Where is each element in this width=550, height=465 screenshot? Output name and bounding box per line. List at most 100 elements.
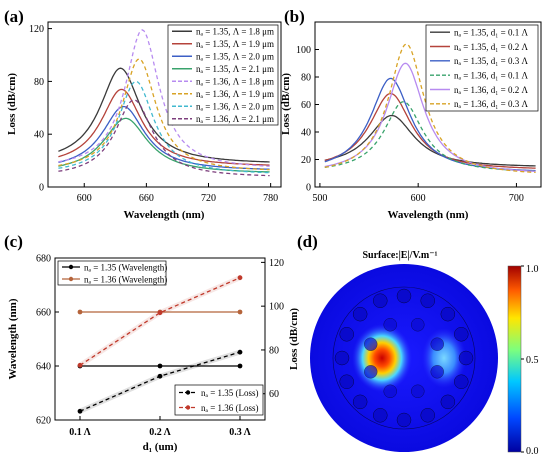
air-hole-outer <box>420 293 435 308</box>
air-hole-inner <box>364 337 378 351</box>
panel-label-b: (b) <box>284 7 305 26</box>
y-tick-label-b: 80 <box>301 73 311 84</box>
air-hole-outer <box>339 374 354 389</box>
x-tick-label-c: 0.3 Λ <box>229 427 251 438</box>
y-tick-label-c: 640 <box>36 362 51 373</box>
colorbar-tick-label: 0.0 <box>526 446 539 457</box>
y-tick-label-b: 0 <box>306 183 311 194</box>
y-tick-label-b: 100 <box>296 45 311 56</box>
x-tick-label-a: 660 <box>139 193 154 204</box>
x-tick-label-a: 600 <box>77 193 92 204</box>
data-point-c-2 <box>77 309 83 315</box>
y-tick-label-b: 40 <box>301 128 311 139</box>
x-axis-label-b: Wavelength (nm) <box>388 209 469 221</box>
air-hole-inner <box>383 384 397 398</box>
legend-a: nₐ = 1.35, Λ = 1.8 μm nₐ = 1.35, Λ = 1.9 … <box>167 24 279 126</box>
colorbar-tick-label: 0.5 <box>526 355 539 366</box>
data-point-c-3 <box>237 349 243 355</box>
legend-box-b <box>425 24 539 112</box>
series-line-a-8 <box>58 99 270 177</box>
series-line-a-4 <box>58 117 270 173</box>
y-axis-label-a: Loss (dB/cm) <box>6 73 18 135</box>
air-hole-outer <box>352 306 368 322</box>
data-point-c-4 <box>157 310 163 316</box>
series-group-a <box>58 29 270 177</box>
air-hole-outer <box>339 327 354 342</box>
series-line-b-6 <box>324 43 536 174</box>
field-map-title: Surface:|E|/V.m⁻¹ <box>363 250 438 261</box>
legend-marker-c-3 <box>185 390 191 395</box>
y-tick-label-c: 680 <box>36 254 51 265</box>
y-tick-label-a: 0 <box>39 183 44 194</box>
legend-label-a-2: nₐ = 1.35, Λ = 1.9 μm <box>196 39 274 49</box>
colorbar-ticks: 0.0 0.5 1.0 <box>521 264 539 457</box>
y2-tick-label-c: 120 <box>269 258 284 269</box>
series-group-b <box>324 43 536 174</box>
legend-marker-c-2 <box>68 276 74 282</box>
data-point-c-1 <box>157 363 163 369</box>
legend-box-c <box>174 384 264 416</box>
y-axis-label-b: Loss (dB/cm) <box>280 73 292 135</box>
data-point-c-1 <box>237 363 243 369</box>
panel-label-a: (a) <box>4 7 24 26</box>
air-hole-inner <box>411 384 425 398</box>
y-tick-label-c: 660 <box>36 308 51 319</box>
legend-label-c-2: nₐ = 1.36 (Wavelength) <box>84 274 167 284</box>
air-hole-outer <box>334 350 350 366</box>
y2-tick-label-c: 60 <box>269 389 279 400</box>
y-axis-label-c: Wavelength (nm) <box>7 298 19 379</box>
air-hole-outer <box>420 408 435 423</box>
panel-label-c: (c) <box>4 232 23 251</box>
legend-marker-c-1 <box>68 264 74 270</box>
legend-label-c-1: nₐ = 1.35 (Wavelength) <box>84 262 167 272</box>
data-point-c-3 <box>77 408 83 414</box>
legend-box-a <box>167 24 279 126</box>
air-hole-outer <box>373 408 388 423</box>
air-hole-outer <box>454 327 469 342</box>
cladding-outline <box>332 286 476 430</box>
data-point-c-4 <box>237 275 243 281</box>
x-tick-label-a: 720 <box>201 193 216 204</box>
legend-label-b-2: nₐ = 1.35, d₁ = 0.2 Λ <box>454 42 529 52</box>
legend-label-b-6: nₐ = 1.36, d₁ = 0.3 Λ <box>454 99 529 109</box>
air-hole-inner <box>383 318 397 332</box>
x-tick-label-b: 700 <box>509 193 524 204</box>
core-mode-hotspot <box>352 324 412 392</box>
chart-panel-a: 600 660 720 780 0 40 80 120 Wavelength (nm) Lo… <box>6 21 282 221</box>
legend-label-a-8: nₐ = 1.36, Λ = 2.1 μm <box>196 114 274 124</box>
x-tick-label-b: 500 <box>312 193 327 204</box>
legend-label-a-4: nₐ = 1.35, Λ = 2.1 μm <box>196 64 274 74</box>
air-hole-array <box>334 288 474 428</box>
panel-label-d: (d) <box>297 232 318 251</box>
x-tick-label-b: 600 <box>411 193 426 204</box>
legend-label-c-3: nₐ = 1.35 (Loss) <box>201 388 259 398</box>
legend-label-b-4: nₐ = 1.36, d₁ = 0.1 Λ <box>454 70 529 80</box>
legend-c-loss: nₐ = 1.35 (Loss) nₐ = 1.36 (Loss) <box>174 384 264 416</box>
y-tick-label-a: 40 <box>34 130 44 141</box>
series-line-b-1 <box>324 114 536 167</box>
air-hole-inner <box>364 365 378 379</box>
data-point-c-3 <box>157 373 163 379</box>
series-glow-c-4 <box>78 275 242 368</box>
air-hole-inner <box>430 365 444 379</box>
y2-tick-label-c: 100 <box>269 302 284 313</box>
legend-label-a-7: nₐ = 1.36, Λ = 2.0 μm <box>196 102 274 112</box>
field-map-panel-d: Surface:|E|/V.m⁻¹ 0.0 0.5 1.0 <box>310 250 539 457</box>
colorbar-tick-label: 1.0 <box>526 264 539 275</box>
y2-axis-label-c: Loss (dB/cm) <box>288 308 300 370</box>
air-hole-outer <box>440 394 456 410</box>
legend-box-c <box>57 260 167 286</box>
x-axis-label-c: d₁ (um) <box>143 441 178 453</box>
legend-label-b-3: nₐ = 1.35, d₁ = 0.3 Λ <box>454 56 529 66</box>
series-line-b-4 <box>324 101 536 172</box>
x-tick-label-c: 0.1 Λ <box>69 427 91 438</box>
legend-marker-c-4 <box>185 405 191 410</box>
legend-label-b-5: nₐ = 1.36, d₁ = 0.2 Λ <box>454 85 529 95</box>
x-axis-label-a: Wavelength (nm) <box>124 209 205 221</box>
series-line-a-6 <box>58 58 270 171</box>
colorbar <box>507 265 522 453</box>
chart-panel-b: 500 600 700 0 20 40 60 80 100 Wavelength (nm) L… <box>280 21 542 221</box>
series-line-b-2 <box>324 92 536 169</box>
y-tick-label-b: 60 <box>301 100 311 111</box>
y-tick-label-a: 120 <box>29 24 44 35</box>
